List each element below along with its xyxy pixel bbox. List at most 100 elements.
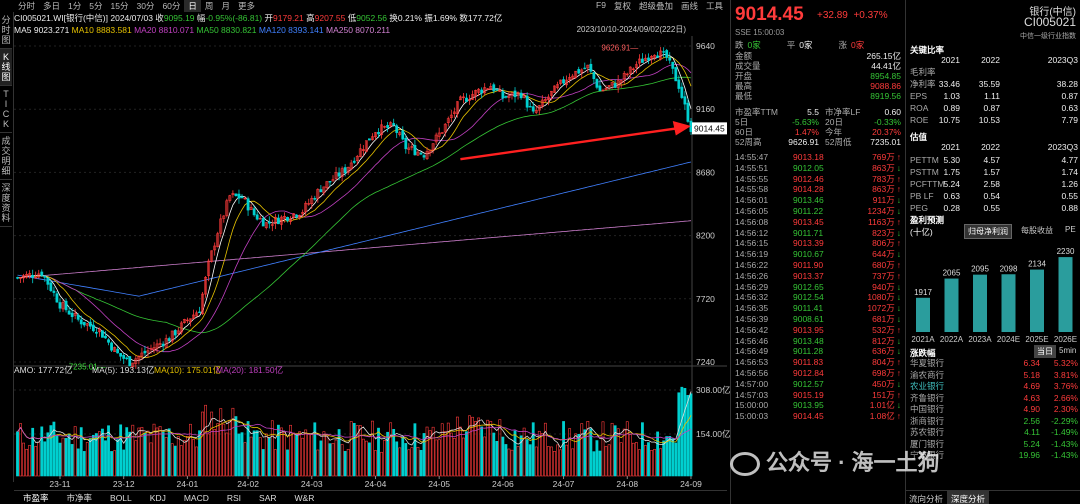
volume-bar: [531, 422, 535, 477]
volume-bar: [486, 419, 490, 477]
candle-body: [140, 352, 144, 357]
candle-body: [155, 343, 159, 349]
period-3[interactable]: 5分: [89, 1, 103, 11]
tool-0[interactable]: F9: [596, 0, 606, 10]
arrow-up-icon: ↑: [896, 357, 901, 368]
period-9[interactable]: 月: [221, 1, 230, 11]
candle-body: [401, 130, 405, 140]
period-2[interactable]: 1分: [68, 1, 82, 11]
arrow-up-icon: ↑: [896, 152, 901, 162]
tool-1[interactable]: 复权: [613, 1, 631, 11]
candle-body: [343, 167, 347, 174]
analysis-tab-0[interactable]: 流向分析: [909, 494, 944, 504]
volume-bar: [610, 422, 614, 477]
candle-body: [653, 54, 656, 58]
y-tick-label: 7240: [696, 357, 715, 367]
y-tick-label: 9160: [696, 104, 715, 114]
side-tab-4[interactable]: 深度资料: [0, 180, 12, 227]
period-10[interactable]: 更多: [237, 1, 255, 11]
eps-button[interactable]: 每股收益: [1021, 226, 1053, 235]
forecast-bar: [1058, 257, 1073, 332]
period-0[interactable]: 分时: [18, 1, 36, 11]
indicator-tab-3[interactable]: KDJ: [149, 492, 166, 503]
indicator-tab-6[interactable]: SAR: [259, 492, 277, 503]
ma250-legend: MA250 8070.211: [326, 25, 391, 35]
forecast-category: 2022A: [940, 335, 964, 344]
candle-body: [671, 61, 675, 69]
candle-body: [598, 85, 602, 91]
volume-bar: [471, 416, 474, 477]
volume-bar: [331, 443, 335, 477]
candle-body: [94, 331, 98, 334]
ma10-line: [17, 56, 692, 359]
volume-bar: [501, 436, 505, 477]
period-4[interactable]: 15分: [110, 1, 129, 11]
volume-ma-legend: MA(20): 181.50亿: [216, 365, 283, 375]
period-7[interactable]: 日: [184, 0, 201, 12]
candle-body: [313, 198, 317, 200]
candle-body: [58, 302, 62, 309]
side-tab-3[interactable]: 成交明细: [0, 133, 12, 180]
candle-body: [67, 310, 71, 315]
indicator-tab-5[interactable]: RSI: [226, 492, 242, 503]
period-6[interactable]: 60分: [162, 1, 181, 11]
candle-body: [198, 311, 201, 314]
volume-bar: [201, 411, 204, 477]
volume-bar: [346, 449, 350, 477]
ma-legend: MA5 9023.271 MA10 8883.581 MA20 8810.071…: [14, 24, 727, 36]
indicator-tab-1[interactable]: 市净率: [66, 492, 93, 503]
kr-row: ROE 10.75 10.53 7.79: [910, 115, 1078, 125]
side-tab-0[interactable]: 分时图: [0, 12, 12, 49]
indicator-tab-7[interactable]: W&R: [294, 492, 315, 503]
volume-bar: [231, 407, 235, 477]
candle-body: [519, 92, 523, 99]
vol-tick-label: 308.00亿: [696, 385, 731, 395]
volume-bar: [79, 427, 83, 477]
candle-body: [562, 79, 565, 84]
candle-body: [328, 181, 332, 183]
volume-bar: [404, 443, 408, 477]
volume-bar: [628, 434, 632, 477]
5min-button[interactable]: 5min: [1059, 346, 1077, 355]
volume-bar: [407, 449, 411, 477]
indicator-tab-0[interactable]: 市盈率: [23, 492, 49, 503]
change-value: -0.95%(-86.81): [205, 13, 263, 23]
period-1[interactable]: 多日: [43, 1, 61, 11]
indicator-tab-4[interactable]: MACD: [183, 492, 209, 503]
week52-row: 52周高 9626.91 52周低 7235.01: [735, 137, 901, 147]
candle-body: [113, 347, 116, 352]
trend-arrow: [460, 126, 683, 161]
volume-bar: [452, 438, 456, 477]
arrow-down-icon: ↓: [896, 292, 901, 303]
today-button[interactable]: 当日: [1034, 345, 1056, 358]
volume-bar: [128, 431, 132, 477]
volume-bar: [565, 444, 568, 477]
tool-3[interactable]: 画线: [680, 1, 698, 11]
analysis-tab-1[interactable]: 深度分析: [947, 491, 990, 504]
volume-bar: [340, 444, 344, 477]
volume-bar: [298, 431, 302, 477]
candle-body: [622, 72, 626, 80]
candle-body: [19, 277, 22, 279]
volume-bar: [292, 432, 295, 477]
volume-ma-legend: MA(10): 175.01亿: [154, 365, 221, 375]
ma5-legend: MA5 9023.271: [14, 25, 70, 35]
amount: 数177.72亿: [459, 13, 503, 23]
ma20-line: [17, 63, 692, 353]
tick-row: 14:56:42 9013.95 532万 ↑: [735, 324, 901, 335]
net-profit-button[interactable]: 归母净利润: [964, 224, 1012, 239]
tool-4[interactable]: 工具: [705, 1, 723, 11]
volume-bar: [465, 431, 468, 477]
period-5[interactable]: 30分: [136, 1, 155, 11]
tool-2[interactable]: 超级叠加: [638, 1, 673, 11]
candle-body: [568, 77, 572, 81]
valuation-title: 估值: [910, 132, 928, 142]
indicator-tab-2[interactable]: BOLL: [110, 492, 132, 503]
volume-bar: [455, 416, 459, 477]
kline-chart[interactable]: 9640 9160 8680 8200 7720 7240 2023/10/10-2024/…: [14, 25, 731, 490]
pe-button[interactable]: PE: [1065, 225, 1076, 234]
candle-body: [31, 274, 35, 278]
period-8[interactable]: 周: [204, 1, 214, 11]
